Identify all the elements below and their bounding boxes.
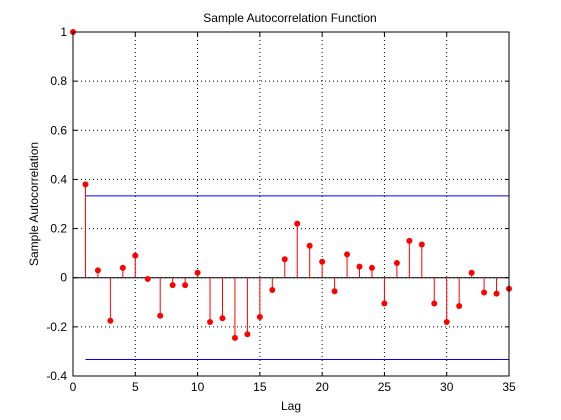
stem-marker bbox=[269, 287, 276, 293]
stem-marker bbox=[157, 312, 164, 319]
y-tick-label: 0.2 bbox=[50, 222, 67, 236]
y-tick-label: 1 bbox=[60, 25, 67, 39]
stem-marker bbox=[244, 331, 251, 338]
stem-marker bbox=[319, 258, 326, 265]
x-axis-ticks: 0 5 10 15 20 25 30 35 bbox=[70, 32, 516, 394]
stem-marker bbox=[169, 282, 176, 289]
y-tick-label: 0 bbox=[60, 271, 67, 285]
stem-marker bbox=[356, 263, 363, 270]
stem-marker bbox=[331, 288, 338, 295]
x-tick-label: 25 bbox=[378, 380, 392, 394]
y-tick-label: -0.4 bbox=[46, 369, 67, 383]
stem-marker bbox=[368, 264, 375, 271]
y-tick-label: 0.6 bbox=[50, 123, 67, 137]
y-axis-ticks: -0.4 -0.2 0 0.2 0.4 0.6 0.8 1 bbox=[46, 25, 509, 383]
y-tick-label: 0.4 bbox=[50, 172, 67, 186]
stem-marker bbox=[418, 241, 425, 248]
stem-marker bbox=[393, 259, 400, 266]
stem-marker bbox=[94, 267, 101, 274]
stem-marker bbox=[231, 334, 238, 341]
stem-marker bbox=[207, 318, 214, 325]
x-tick-label: 30 bbox=[440, 380, 454, 394]
y-axis-label: Sample Autocorrelation bbox=[27, 142, 41, 266]
x-tick-label: 10 bbox=[191, 380, 205, 394]
stem-marker bbox=[219, 315, 226, 322]
x-tick-label: 0 bbox=[70, 380, 77, 394]
x-tick-label: 20 bbox=[315, 380, 329, 394]
stem-marker bbox=[82, 181, 89, 188]
stem-marker bbox=[194, 269, 201, 276]
stem-marker bbox=[294, 220, 301, 227]
chart-title: Sample Autocorrelation Function bbox=[203, 11, 376, 25]
stem-series bbox=[70, 29, 512, 341]
stem-marker bbox=[344, 251, 351, 258]
stem-marker bbox=[281, 256, 288, 263]
stem-marker bbox=[306, 242, 313, 249]
stem-marker bbox=[144, 275, 151, 282]
stem-marker bbox=[132, 252, 139, 259]
x-axis-label: Lag bbox=[281, 399, 301, 413]
x-tick-label: 35 bbox=[502, 380, 516, 394]
stem-marker bbox=[256, 314, 263, 321]
x-tick-label: 15 bbox=[253, 380, 267, 394]
x-tick-label: 5 bbox=[132, 380, 139, 394]
stem-marker bbox=[406, 237, 413, 244]
stem-marker bbox=[182, 282, 189, 289]
stem-marker bbox=[381, 300, 388, 307]
stem-marker bbox=[468, 269, 475, 276]
y-tick-label: -0.2 bbox=[46, 320, 67, 334]
stem-marker bbox=[443, 318, 450, 325]
plot-area-frame bbox=[72, 31, 510, 377]
stem-marker bbox=[493, 290, 500, 297]
stem-marker bbox=[481, 289, 488, 296]
grid-lines bbox=[73, 32, 509, 376]
stem-marker bbox=[431, 300, 438, 307]
confidence-bounds bbox=[85, 195, 509, 361]
stem-marker bbox=[107, 317, 114, 324]
stem-marker bbox=[456, 302, 463, 309]
stem-marker bbox=[119, 264, 126, 271]
y-tick-label: 0.8 bbox=[50, 74, 67, 88]
